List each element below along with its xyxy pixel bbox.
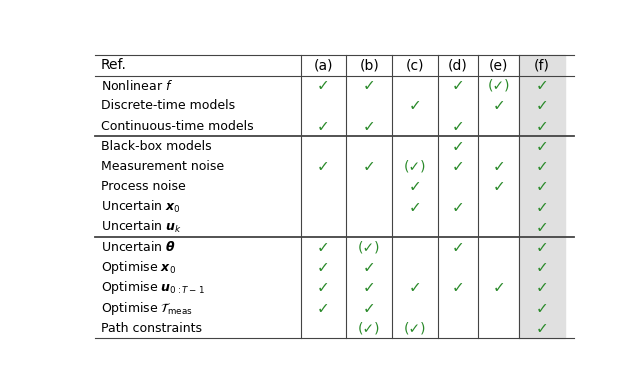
- Text: Black-box models: Black-box models: [101, 140, 211, 153]
- Text: ✓: ✓: [452, 281, 465, 295]
- Text: ✓: ✓: [536, 98, 548, 113]
- Text: ✓: ✓: [363, 301, 376, 316]
- Text: ✓: ✓: [492, 98, 505, 113]
- Text: ✓: ✓: [408, 179, 421, 194]
- Text: (✓): (✓): [488, 79, 510, 93]
- Text: (✓): (✓): [358, 240, 380, 255]
- Text: ✓: ✓: [536, 179, 548, 194]
- Text: ✓: ✓: [536, 139, 548, 154]
- Text: ✓: ✓: [408, 200, 421, 214]
- Text: ✓: ✓: [363, 119, 376, 134]
- Text: ✓: ✓: [317, 301, 330, 316]
- Bar: [95, 55, 528, 339]
- Text: Uncertain $\boldsymbol{x}_0$: Uncertain $\boldsymbol{x}_0$: [101, 199, 180, 215]
- Text: Ref.: Ref.: [101, 58, 127, 72]
- Text: ✓: ✓: [317, 78, 330, 93]
- Text: ✓: ✓: [363, 260, 376, 275]
- Text: ✓: ✓: [536, 281, 548, 295]
- Text: ✓: ✓: [452, 119, 465, 134]
- Text: Optimise $\boldsymbol{x}_0$: Optimise $\boldsymbol{x}_0$: [101, 259, 176, 276]
- Text: (b): (b): [359, 58, 379, 72]
- Text: ✓: ✓: [317, 159, 330, 174]
- Text: ✓: ✓: [536, 321, 548, 336]
- Text: ✓: ✓: [363, 78, 376, 93]
- Text: Continuous-time models: Continuous-time models: [101, 120, 253, 133]
- Text: Process noise: Process noise: [101, 180, 186, 194]
- Text: ✓: ✓: [536, 260, 548, 275]
- Text: Discrete-time models: Discrete-time models: [101, 99, 235, 113]
- Text: Nonlinear $f$: Nonlinear $f$: [101, 79, 173, 93]
- Text: ✓: ✓: [492, 179, 505, 194]
- Text: ✓: ✓: [536, 220, 548, 235]
- Text: Path constraints: Path constraints: [101, 322, 202, 335]
- Text: Optimise $\boldsymbol{u}_{0:T-1}$: Optimise $\boldsymbol{u}_{0:T-1}$: [101, 279, 205, 296]
- Text: ✓: ✓: [408, 281, 421, 295]
- Text: ✓: ✓: [317, 240, 330, 255]
- Text: (a): (a): [314, 58, 333, 72]
- Text: (d): (d): [448, 58, 468, 72]
- Text: ✓: ✓: [536, 159, 548, 174]
- Text: Measurement noise: Measurement noise: [101, 160, 224, 173]
- Text: (✓): (✓): [404, 159, 426, 174]
- Text: ✓: ✓: [536, 240, 548, 255]
- Text: (✓): (✓): [404, 321, 426, 336]
- Text: ✓: ✓: [363, 159, 376, 174]
- Text: ✓: ✓: [408, 98, 421, 113]
- Text: (e): (e): [489, 58, 508, 72]
- Text: ✓: ✓: [452, 240, 465, 255]
- Text: ✓: ✓: [536, 200, 548, 214]
- Text: ✓: ✓: [363, 281, 376, 295]
- Text: ✓: ✓: [452, 139, 465, 154]
- Text: (f): (f): [534, 58, 550, 72]
- Text: Uncertain $\boldsymbol{u}_k$: Uncertain $\boldsymbol{u}_k$: [101, 219, 182, 235]
- Text: ✓: ✓: [536, 301, 548, 316]
- Text: (✓): (✓): [358, 321, 380, 336]
- Text: Optimise $\mathcal{T}_{\mathrm{meas}}$: Optimise $\mathcal{T}_{\mathrm{meas}}$: [101, 300, 193, 317]
- Text: ✓: ✓: [536, 119, 548, 134]
- Text: (c): (c): [406, 58, 424, 72]
- Text: ✓: ✓: [317, 119, 330, 134]
- Text: ✓: ✓: [492, 281, 505, 295]
- Text: ✓: ✓: [452, 159, 465, 174]
- Text: ✓: ✓: [452, 78, 465, 93]
- Text: ✓: ✓: [536, 78, 548, 93]
- Text: ✓: ✓: [492, 159, 505, 174]
- Text: Uncertain $\boldsymbol{\theta}$: Uncertain $\boldsymbol{\theta}$: [101, 240, 176, 255]
- Text: ✓: ✓: [452, 200, 465, 214]
- Bar: [519, 55, 564, 339]
- Text: ✓: ✓: [317, 260, 330, 275]
- Text: ✓: ✓: [317, 281, 330, 295]
